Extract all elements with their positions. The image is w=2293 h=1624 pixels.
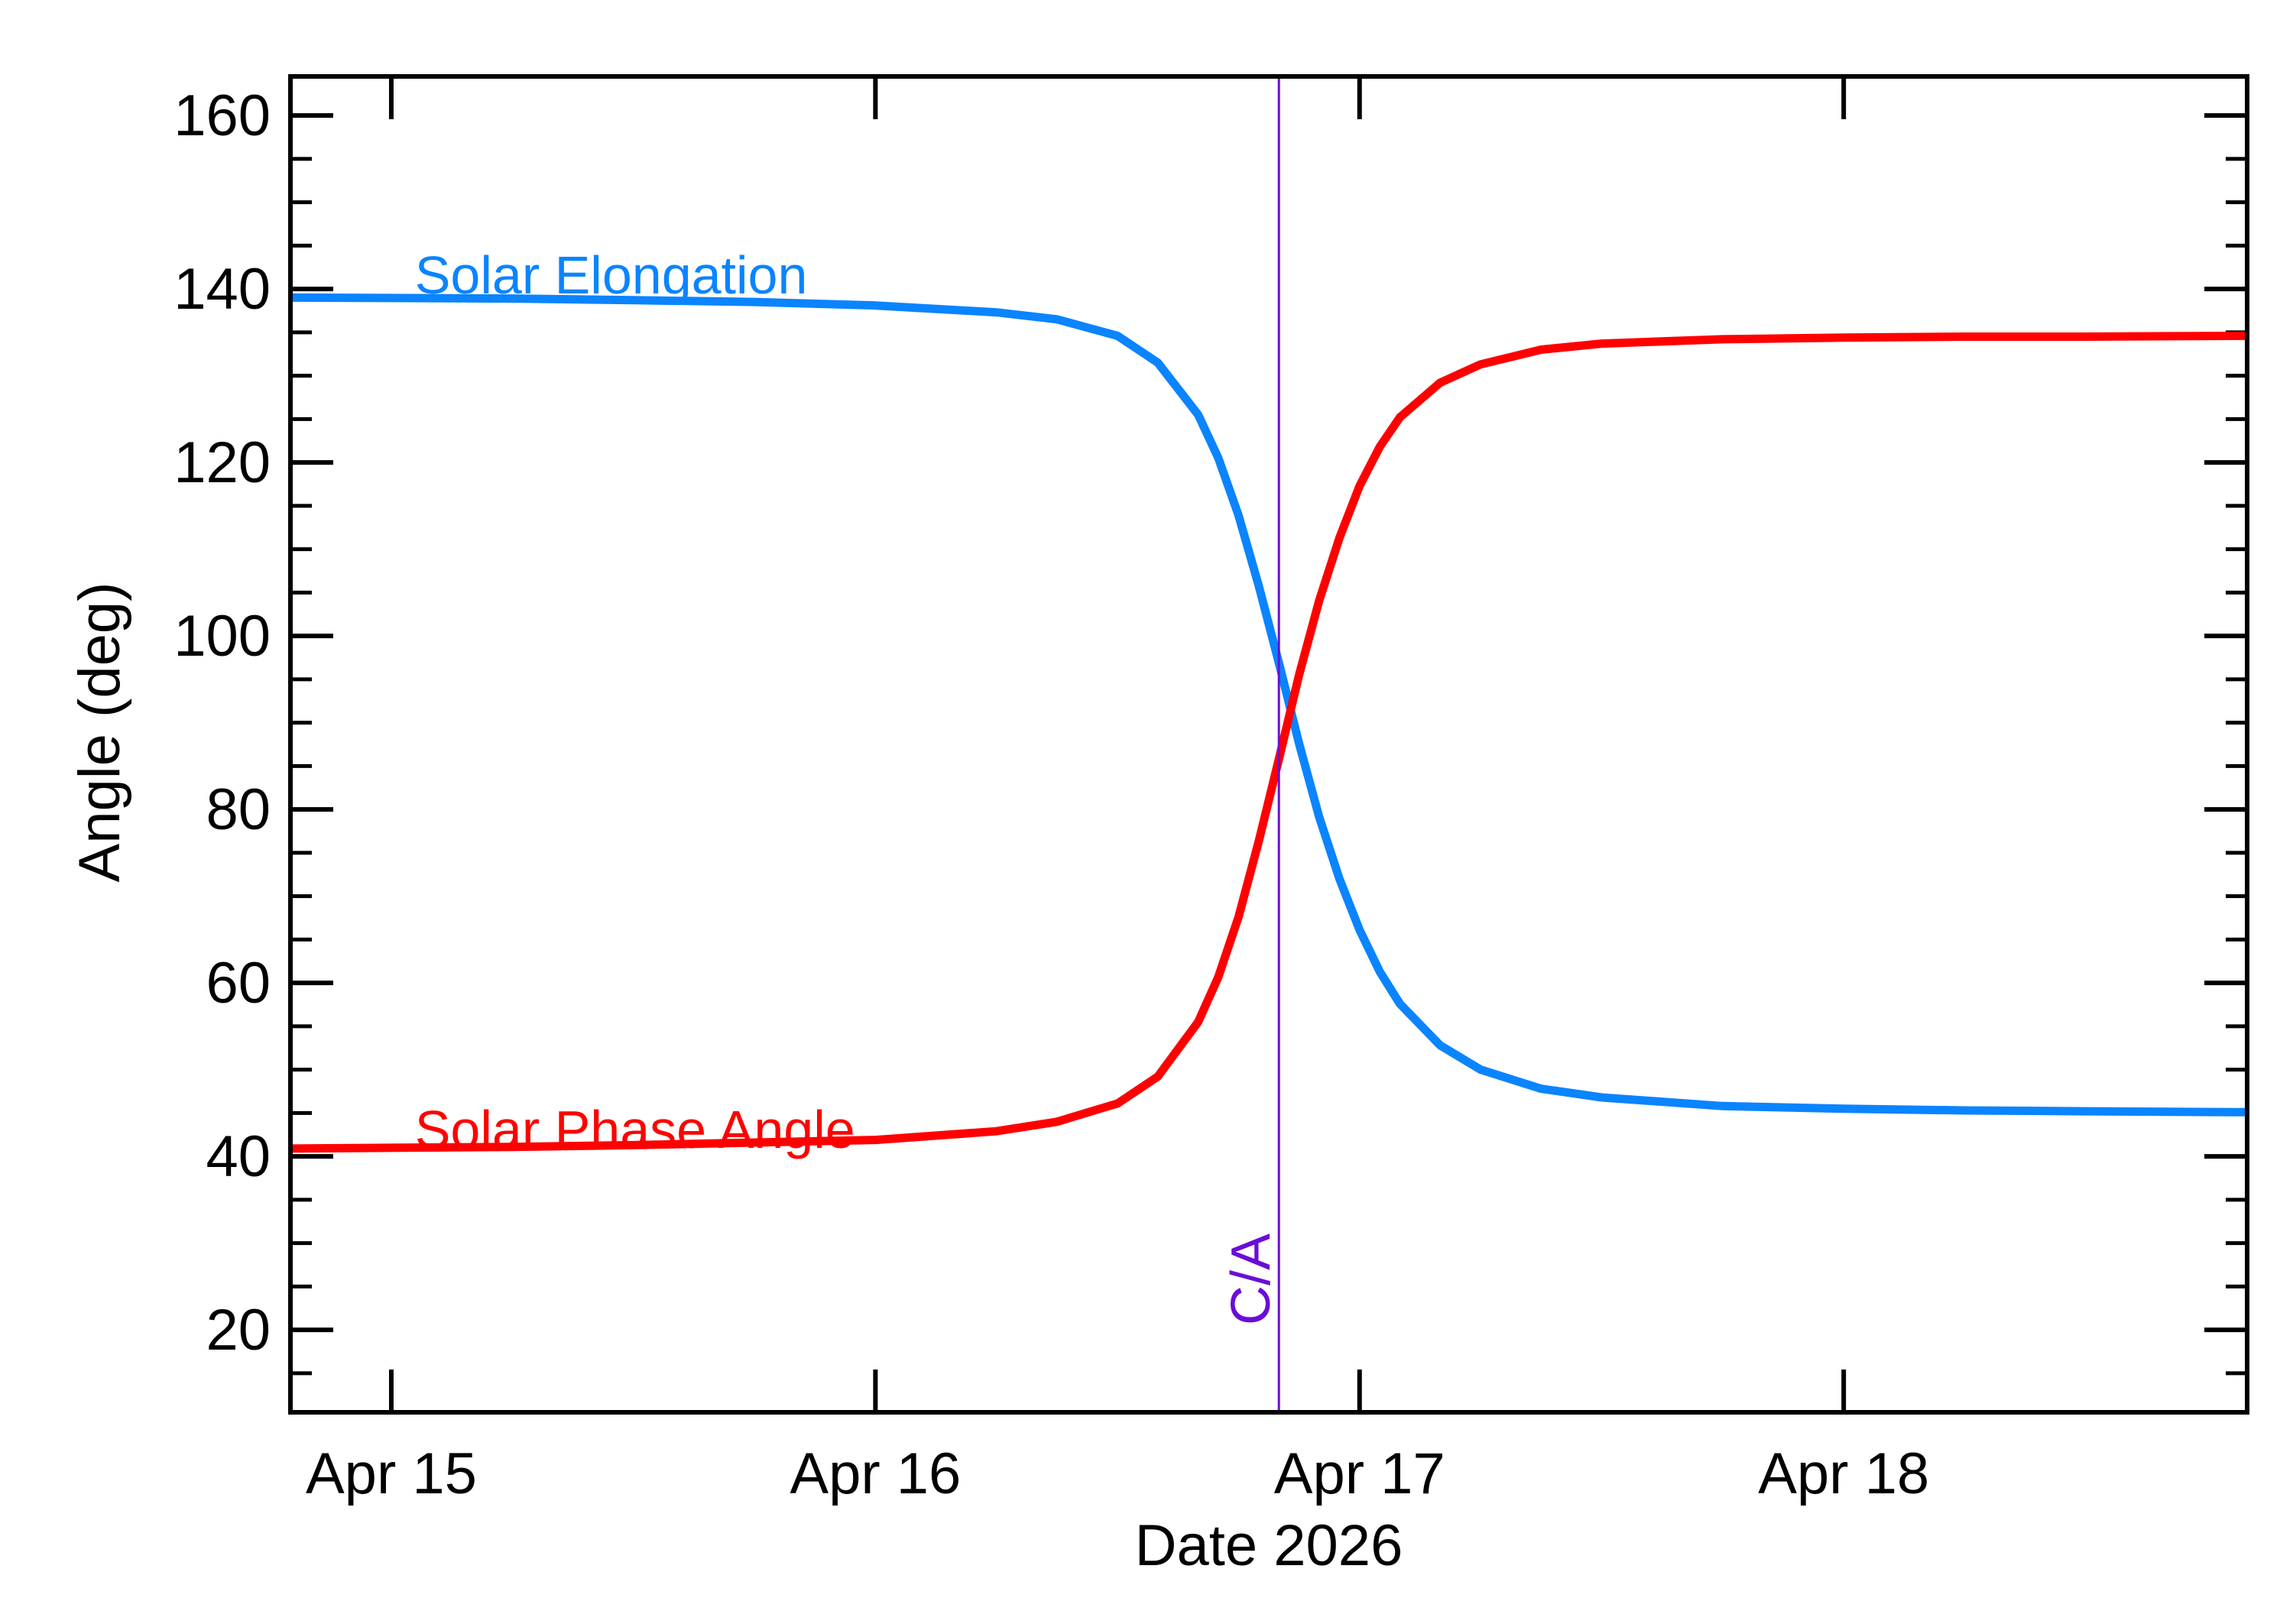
x-tick-label: Apr 16: [790, 1441, 961, 1506]
y-tick-label: 20: [206, 1298, 271, 1363]
series-lines: [290, 293, 2248, 1153]
x-tick-label: Apr 18: [1758, 1441, 1929, 1506]
axis-ticks: [290, 76, 2247, 1412]
x-tick-label: Apr 15: [306, 1441, 477, 1506]
series-line: [290, 331, 2248, 1153]
series-line: [290, 293, 2248, 1117]
y-tick-label: 120: [174, 430, 271, 495]
series-label: Solar Elongation: [415, 245, 808, 305]
closest-approach-label: C/A: [1221, 1233, 1282, 1325]
y-tick-label: 100: [174, 604, 271, 669]
y-tick-label: 160: [174, 83, 271, 148]
series-label: Solar Phase Angle: [415, 1100, 855, 1159]
y-axis-label: Angle (deg): [67, 582, 132, 883]
y-tick-label: 140: [174, 257, 271, 322]
x-axis-label: Date 2026: [1135, 1513, 1403, 1578]
tick-labels: 20 40 60 80 100 120 140 160 Apr 15 Apr 16 Apr 17 Ap…: [174, 83, 1929, 1506]
x-tick-label: Apr 17: [1274, 1441, 1445, 1506]
annotations: Solar Elongation Solar Phase Angle C/A: [415, 76, 1282, 1412]
plot-frame: [288, 74, 2249, 1415]
y-tick-label: 80: [206, 777, 271, 842]
y-tick-label: 60: [206, 951, 271, 1016]
y-tick-label: 40: [206, 1124, 271, 1189]
